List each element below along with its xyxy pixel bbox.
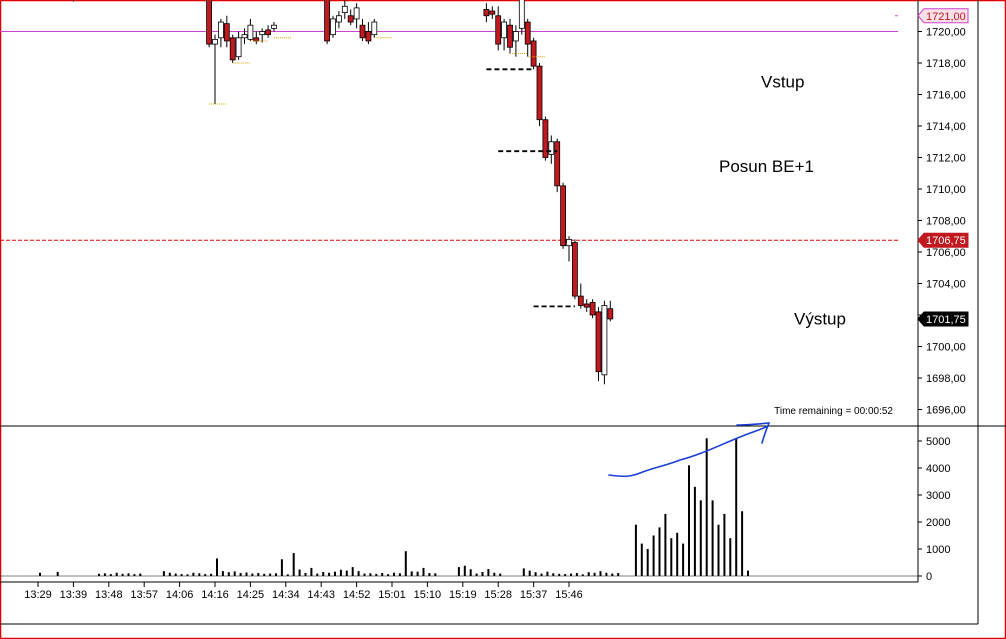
candle-body — [595, 311, 602, 373]
volume-bars — [39, 438, 749, 576]
candle-body — [359, 24, 366, 39]
price-tick-label: 1718,00 — [926, 58, 966, 70]
candle-body — [530, 40, 537, 67]
candle-body — [371, 21, 378, 36]
candle-body — [330, 18, 336, 36]
price-tick-label: 1720,00 — [926, 27, 966, 39]
volume-panel: 5000 4000 3000 2000 1000 0 — [0, 426, 950, 583]
time-remaining-label: Time remaining = 00:00:52 — [774, 406, 893, 417]
candle-body — [235, 37, 242, 58]
time-tick-label: 14:43 — [307, 589, 335, 601]
candle-body — [347, 15, 354, 23]
candle-body — [560, 185, 566, 247]
candle-body — [341, 5, 348, 13]
price-tick-label: 1712,00 — [926, 153, 966, 165]
candle-body — [271, 24, 277, 29]
candle-body — [577, 295, 584, 306]
hand-drawn-arrow-icon — [608, 422, 770, 478]
candle-body — [495, 15, 502, 45]
price-tick-label: 1696,00 — [926, 405, 966, 417]
annotation-label: Vstup — [761, 72, 804, 91]
time-tick-label: 15:10 — [414, 589, 442, 601]
candle-body — [206, 0, 213, 45]
price-tick-label: 1716,00 — [926, 90, 966, 102]
annotation-label: Výstup — [794, 309, 846, 328]
candle-body — [365, 31, 372, 42]
candle-body — [259, 31, 266, 36]
candle-body — [572, 242, 578, 297]
time-axis: 13:29 13:39 13:48 13:57 14:06 14:16 14:25 14:34… — [0, 0, 979, 625]
price-tag-label: 1706,75 — [926, 235, 966, 247]
time-tick-label: 15:19 — [449, 589, 477, 601]
price-panel: 1720,00 1718,00 1716,00 1714,00 1712,00 1710,… — [0, 0, 1006, 427]
candle-body — [489, 10, 496, 15]
trade-annotations: Vstup Posun BE+1 Výstup — [486, 68, 846, 328]
candle-body — [601, 305, 608, 376]
candle-body — [507, 24, 513, 48]
time-tick-label: 15:28 — [484, 589, 512, 601]
time-tick-label: 14:16 — [201, 589, 229, 601]
volume-tick-label: 2000 — [926, 517, 950, 529]
time-tick-label: 15:37 — [520, 589, 548, 601]
volume-tick-label: 4000 — [926, 463, 950, 475]
price-tag — [917, 311, 969, 327]
candle-body — [542, 119, 549, 158]
candle-body — [524, 21, 531, 45]
time-tick-label: 14:06 — [166, 589, 194, 601]
price-tick-label: 1710,00 — [926, 184, 966, 196]
price-tick-label: 1698,00 — [926, 373, 966, 385]
time-tick-label: 15:01 — [378, 589, 406, 601]
time-tick-label: 14:34 — [272, 589, 300, 601]
candle-body — [229, 37, 236, 61]
candle-body — [247, 24, 254, 40]
time-tick-label: 13:29 — [24, 589, 52, 601]
candle-body — [554, 141, 561, 187]
candle-body — [513, 31, 519, 42]
price-tick-label: 1708,00 — [926, 216, 966, 228]
annotation-label: Posun BE+1 — [719, 157, 814, 176]
candle-body — [253, 37, 260, 42]
candle-body — [583, 303, 590, 308]
candle-body — [607, 308, 614, 320]
candle-body — [241, 34, 248, 39]
candlestick-series — [72, 0, 614, 385]
candle-body — [536, 65, 543, 121]
time-tick-label: 15:46 — [555, 589, 583, 601]
price-tag-label: 1721,00 — [926, 11, 966, 23]
price-tag — [917, 232, 969, 248]
price-tag — [917, 8, 969, 24]
volume-tick-label: 3000 — [926, 490, 950, 502]
price-tick-label: 1704,00 — [926, 279, 966, 291]
time-tick-label: 13:48 — [95, 589, 123, 601]
candle-body — [335, 15, 342, 23]
time-tick-label: 14:52 — [343, 589, 371, 601]
candle-body — [223, 23, 230, 42]
volume-tick-label: 0 — [926, 571, 932, 583]
candle-body — [548, 141, 555, 155]
price-tick-label: 1700,00 — [926, 342, 966, 354]
candle-body — [353, 7, 360, 20]
time-tick-label: 13:39 — [60, 589, 88, 601]
price-tick-label: 1714,00 — [926, 121, 966, 133]
candle-body — [324, 0, 331, 42]
time-tick-label: 14:25 — [237, 589, 265, 601]
candle-body — [212, 38, 218, 45]
candle-body — [265, 29, 272, 36]
candle-body — [217, 21, 224, 39]
time-tick-label: 13:57 — [130, 589, 158, 601]
candle-body — [501, 21, 508, 39]
candle-body — [483, 9, 490, 17]
candle-body — [566, 238, 572, 247]
candle-body — [589, 301, 596, 316]
volume-tick-label: 1000 — [926, 544, 950, 556]
price-tick-label: 1706,00 — [926, 247, 966, 259]
price-tag-label: 1701,75 — [926, 314, 966, 326]
candle-body — [518, 0, 525, 29]
volume-tick-label: 5000 — [926, 436, 950, 448]
